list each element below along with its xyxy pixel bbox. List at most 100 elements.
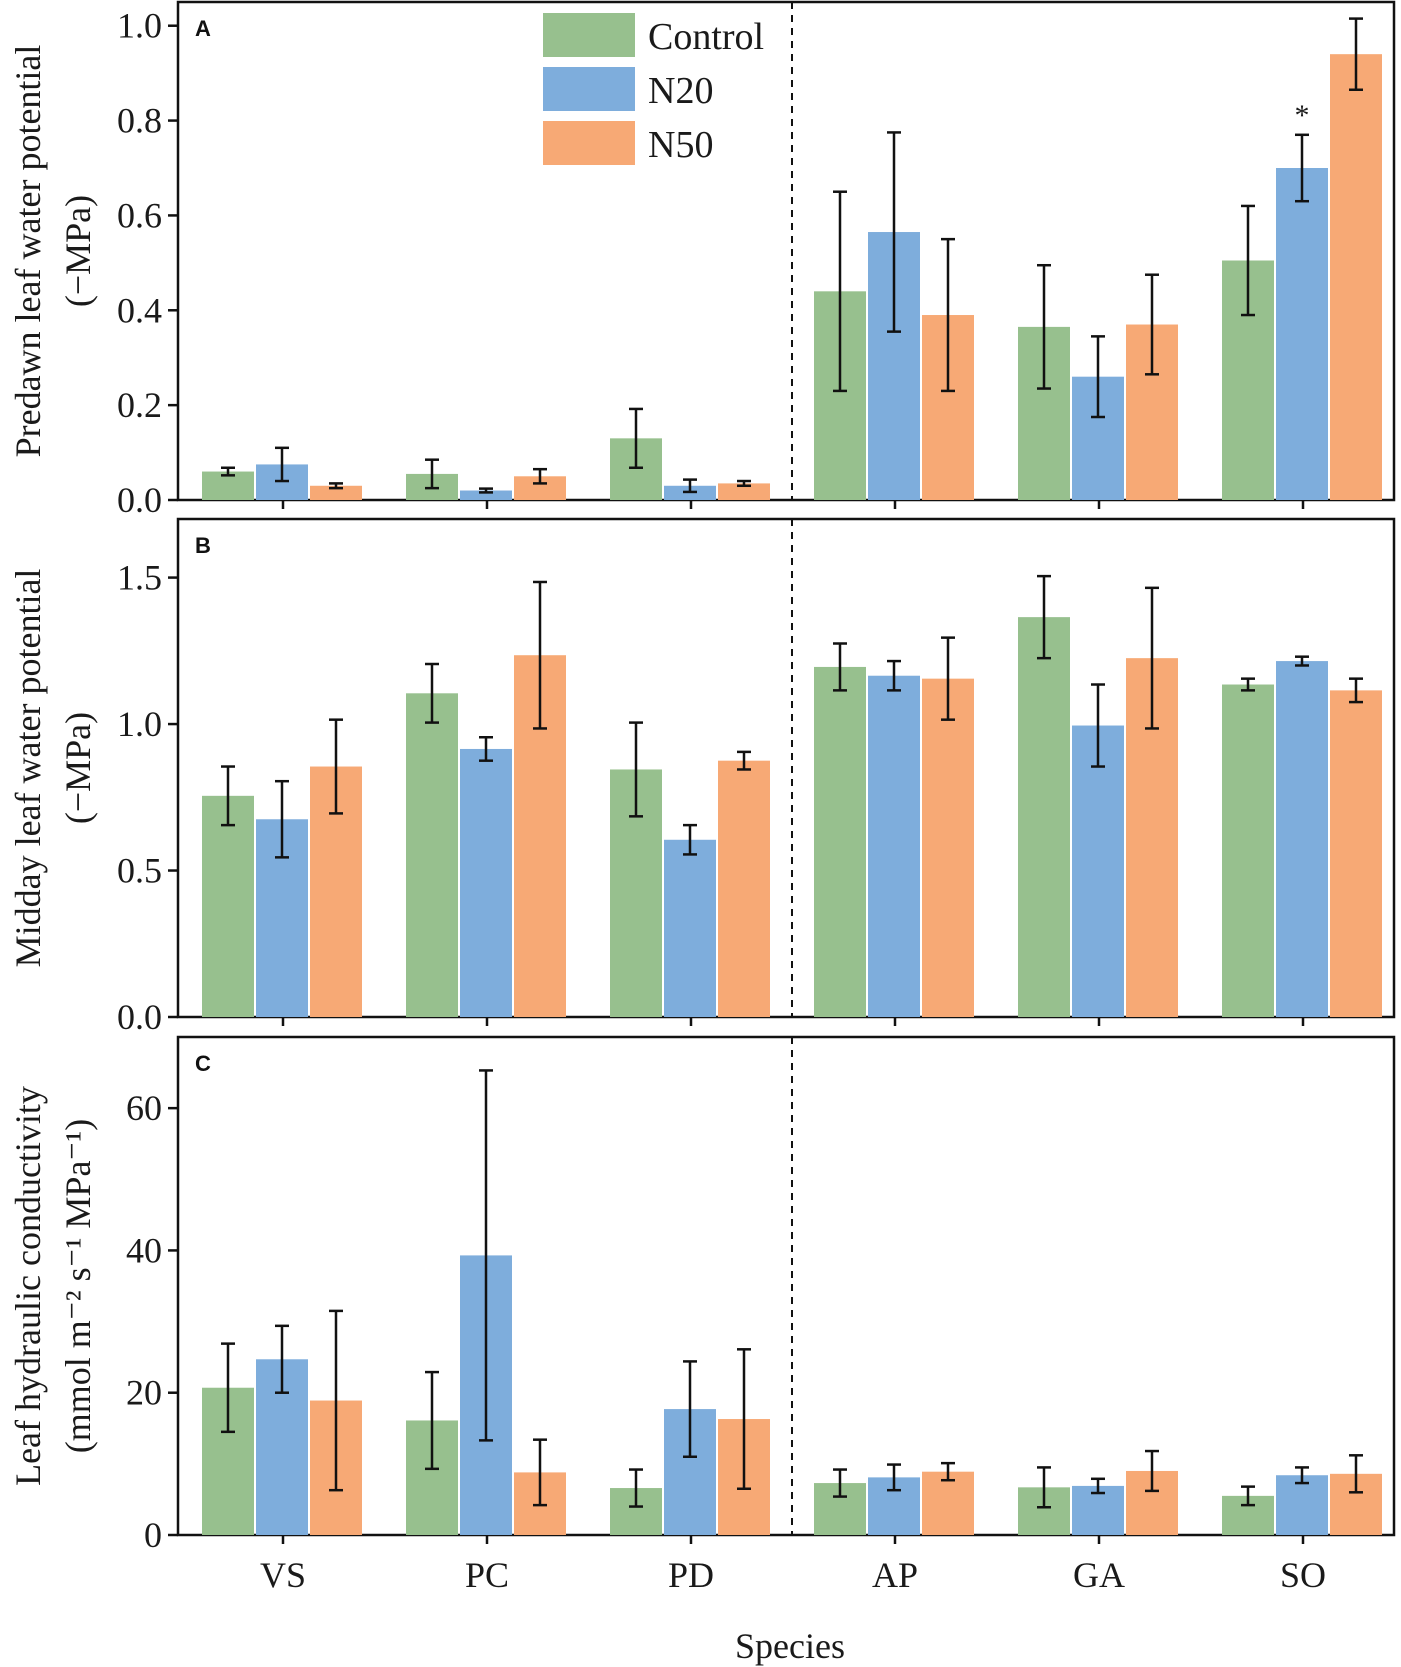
bar-control-ga xyxy=(1018,617,1070,1017)
error-bar xyxy=(221,466,235,477)
y-tick-label: 20 xyxy=(126,1373,162,1413)
error-bar xyxy=(275,446,289,483)
bar-n50-vs xyxy=(310,485,362,500)
bar-n50-ap xyxy=(922,1471,974,1535)
bar-n20-so xyxy=(1276,661,1328,1017)
bar-n20-pd xyxy=(664,839,716,1017)
bar-n20-ap xyxy=(868,675,920,1017)
error-bar xyxy=(1091,1477,1105,1495)
error-bar xyxy=(887,659,901,692)
plot-frame xyxy=(176,517,1396,1019)
error-bar xyxy=(1295,655,1309,667)
significance-marker: * xyxy=(1295,99,1310,132)
error-bar xyxy=(833,1468,847,1498)
y-tick-label: 0.6 xyxy=(117,195,162,235)
error-bar xyxy=(941,636,955,721)
bar-n50-pc xyxy=(514,476,566,500)
panel-c: 0 20 40 60 VS PC PD AP GA SO C Leaf hydraulic condu… xyxy=(8,1035,1396,1595)
y-axis-title-line1: Predawn leaf water potential xyxy=(8,45,48,458)
error-bar xyxy=(479,487,493,494)
panel-b: 0.0 0.5 1.0 1.5 B Midday leaf water potential… xyxy=(8,517,1396,1037)
error-bar xyxy=(1145,586,1159,730)
bar-control-vs xyxy=(202,795,254,1017)
bar-n50-so xyxy=(1330,690,1382,1017)
error-bar xyxy=(1241,677,1255,692)
x-tick-label-ga: GA xyxy=(1073,1555,1125,1595)
error-bar xyxy=(629,1468,643,1508)
bar-n20-ga xyxy=(1072,725,1124,1017)
x-tick-label-pc: PC xyxy=(465,1555,509,1595)
error-bar xyxy=(941,237,955,393)
error-bar xyxy=(425,458,439,490)
error-bar xyxy=(887,1463,901,1492)
panel-letter: B xyxy=(195,533,211,558)
bar-n50-so xyxy=(1330,54,1382,501)
y-axis-title-line2: (mmol m⁻² s⁻¹ MPa⁻¹) xyxy=(58,1119,98,1453)
error-bar xyxy=(941,1461,955,1482)
legend-swatch-control xyxy=(543,13,635,57)
error-bar xyxy=(1091,683,1105,768)
error-bar xyxy=(1037,1466,1051,1509)
error-bar xyxy=(1295,1466,1309,1485)
legend: Control N20 N50 xyxy=(543,13,764,166)
bar-n50-pd xyxy=(718,483,770,500)
bar-control-so xyxy=(1222,684,1274,1017)
y-tick-label: 1.0 xyxy=(117,6,162,46)
y-axis-title-line1: Midday leaf water potential xyxy=(8,569,48,968)
error-bar xyxy=(1091,335,1105,419)
error-bar xyxy=(683,823,697,856)
panel-letter: A xyxy=(195,16,211,41)
y-axis-title-line1: Leaf hydraulic conductivity xyxy=(8,1086,48,1486)
y-tick-label: 0.2 xyxy=(117,385,162,425)
bar-n20-so xyxy=(1276,1475,1328,1535)
y-tick-label: 0.8 xyxy=(117,101,162,141)
error-bar xyxy=(221,765,235,827)
y-tick-label: 0.5 xyxy=(117,851,162,891)
y-tick-label: 0 xyxy=(144,1515,162,1555)
error-bar xyxy=(629,721,643,818)
error-bar xyxy=(221,1342,235,1434)
bar-n50-pd xyxy=(718,760,770,1017)
error-bar xyxy=(329,1309,343,1492)
panel-letter: C xyxy=(195,1051,211,1076)
error-bar xyxy=(425,662,439,724)
error-bar xyxy=(275,779,289,859)
bar-n50-ap xyxy=(922,678,974,1017)
x-tick-label-so: SO xyxy=(1280,1555,1326,1595)
error-bar xyxy=(1241,204,1255,317)
legend-swatch-n50 xyxy=(543,121,635,165)
bar-control-pc xyxy=(406,693,458,1017)
y-axis-title-line2: (−MPa) xyxy=(58,712,98,824)
plot-frame xyxy=(176,0,1396,502)
y-tick-label: 60 xyxy=(126,1088,162,1128)
y-tick-label: 0.0 xyxy=(117,997,162,1037)
error-bar xyxy=(1145,273,1159,376)
panels-group: 0.0 0.2 0.4 0.6 0.8 1.0 * A Predawn leaf water p… xyxy=(8,0,1396,1595)
y-tick-label: 1.5 xyxy=(117,558,162,598)
legend-label-n50: N50 xyxy=(648,124,713,166)
y-tick-label: 0.4 xyxy=(117,290,162,330)
x-tick-label-ap: AP xyxy=(872,1555,918,1595)
plot-frame xyxy=(176,1035,1396,1537)
legend-label-control: Control xyxy=(648,16,764,58)
error-bar xyxy=(1037,574,1051,660)
error-bar xyxy=(833,642,847,692)
error-bar xyxy=(533,467,547,485)
y-tick-label: 0.0 xyxy=(117,480,162,520)
bar-control-ap xyxy=(814,666,866,1017)
bar-n20-pc xyxy=(460,490,512,500)
legend-swatch-n20 xyxy=(543,67,635,111)
error-bar xyxy=(329,718,343,815)
error-bar xyxy=(425,1370,439,1471)
error-bar xyxy=(833,190,847,393)
y-tick-label: 1.0 xyxy=(117,704,162,744)
error-bar xyxy=(329,482,343,490)
x-tick-label-vs: VS xyxy=(260,1555,306,1595)
error-bar xyxy=(1349,1454,1363,1494)
error-bar xyxy=(887,131,901,333)
y-tick-label: 40 xyxy=(126,1230,162,1270)
error-bar xyxy=(683,1360,697,1458)
error-bar xyxy=(737,479,751,488)
x-axis-title: Species xyxy=(735,1626,845,1666)
